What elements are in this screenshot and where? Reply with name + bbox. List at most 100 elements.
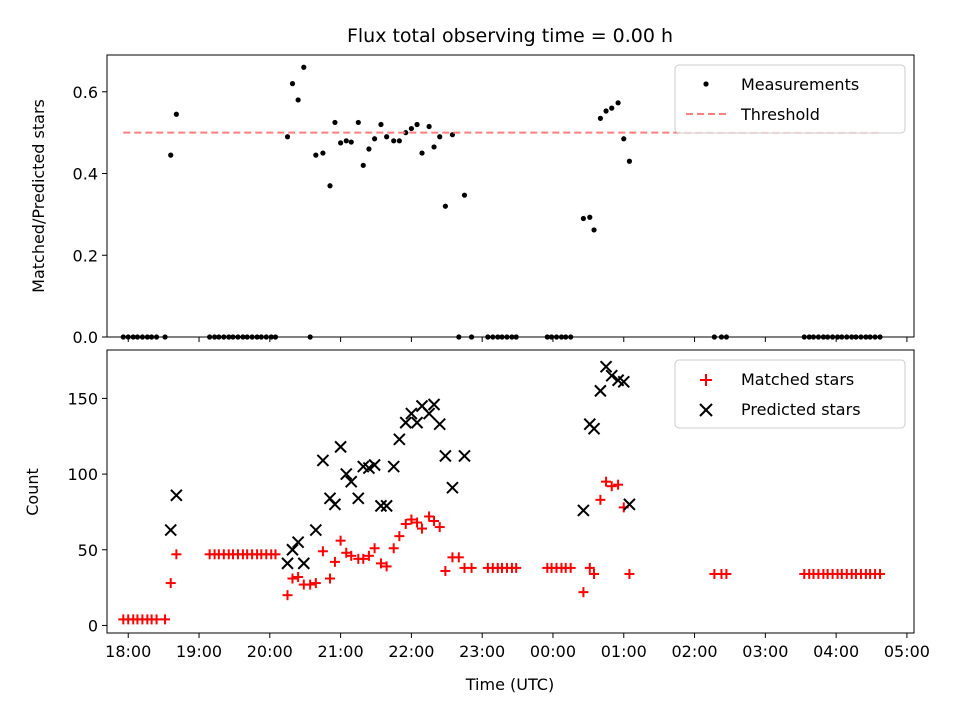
matched-stars-point	[584, 562, 595, 573]
predicted-stars-point	[309, 523, 323, 537]
measurement-point	[355, 119, 361, 126]
measurement-point	[615, 100, 621, 106]
legend-measurements-marker	[703, 81, 709, 87]
predicted-stars-point	[380, 499, 393, 513]
matched-stars-point	[613, 479, 624, 490]
predicted-stars-point	[352, 492, 365, 505]
matched-stars-point	[369, 543, 380, 554]
matched-stars-point	[624, 568, 635, 579]
measurement-point	[626, 158, 633, 164]
predicted-stars-point	[399, 416, 412, 429]
matched-stars-point	[601, 476, 612, 487]
matched-stars-point	[434, 522, 445, 533]
measurement-point	[366, 146, 372, 152]
top-x-ticks	[127, 337, 908, 342]
bottom-y-axis-label: Count	[23, 468, 42, 516]
matched-stars-point	[429, 516, 440, 527]
top-subplot: Flux total observing time = 0.00 h 0.00.…	[29, 25, 915, 347]
predicted-stars-point	[291, 535, 305, 549]
top-chart-title: Flux total observing time = 0.00 h	[347, 25, 673, 47]
x-tick-label: 19:00	[176, 642, 222, 661]
y-tick-label: 0	[88, 616, 98, 635]
matched-stars-point	[606, 481, 617, 492]
measurement-point	[320, 150, 326, 156]
measurement-point	[173, 111, 179, 117]
matched-stars-point	[440, 565, 451, 576]
measurement-point	[343, 138, 349, 144]
top-legend-frame	[674, 64, 906, 134]
predicted-stars-point	[599, 360, 613, 373]
measurement-point	[301, 64, 307, 70]
matched-stars-point	[317, 546, 328, 557]
matched-stars-point	[363, 550, 374, 561]
measurement-point	[580, 215, 587, 222]
matched-stars-point	[381, 561, 392, 572]
matched-stars-point	[324, 573, 335, 584]
matched-stars-point	[160, 614, 171, 625]
matched-stars-point	[335, 535, 346, 546]
predicted-stars-point	[433, 417, 446, 431]
measurement-point	[414, 121, 420, 128]
measurement-point	[408, 125, 414, 132]
measurement-point	[461, 192, 468, 198]
legend-matched-marker	[700, 374, 712, 386]
predicted-stars-point	[387, 460, 400, 473]
top-y-ticks: 0.0 0.2 0.4 0.6	[73, 83, 107, 347]
measurement-point	[591, 227, 597, 233]
x-tick-label: 05:00	[884, 642, 930, 661]
matched-stars-point	[310, 578, 321, 589]
predicted-stars-point	[334, 440, 347, 454]
predicted-stars-point	[446, 481, 459, 494]
measurement-point	[403, 130, 409, 136]
matched-stars-point	[466, 562, 477, 573]
matched-stars-point	[406, 514, 417, 525]
bottom-subplot: 18:00 19:00 20:00 21:00 22:00 23:00 00:00 01:00…	[23, 349, 930, 694]
predicted-stars-point	[297, 557, 311, 570]
predicted-stars-point	[617, 375, 630, 388]
x-tick-label: 21:00	[318, 642, 364, 661]
measurement-point	[384, 134, 390, 140]
measurement-point	[396, 138, 402, 144]
predicted-stars-point	[410, 416, 424, 429]
measurement-point	[378, 121, 384, 128]
bottom-data-marks	[118, 360, 886, 625]
measurement-point	[437, 134, 443, 140]
matched-stars-point	[565, 562, 576, 573]
matched-stars-point	[293, 572, 304, 583]
predicted-stars-point	[164, 523, 177, 537]
matched-stars-point	[151, 614, 162, 625]
legend-measurements-label: Measurements	[741, 75, 859, 94]
predicted-stars-point	[368, 458, 381, 472]
matched-stars-point	[875, 568, 886, 579]
y-tick-label: 0.6	[73, 83, 98, 102]
x-tick-label: 03:00	[742, 642, 788, 661]
matched-stars-point	[329, 556, 340, 567]
measurement-point	[289, 81, 296, 87]
measurement-point	[332, 119, 338, 126]
bottom-axes-frame	[106, 349, 915, 634]
matched-stars-point	[453, 552, 464, 563]
measurement-point	[621, 136, 627, 142]
predicted-stars-point	[427, 398, 441, 411]
legend-matched-label: Matched stars	[741, 370, 854, 389]
predicted-stars-point	[439, 449, 452, 463]
measurement-point	[419, 150, 425, 156]
measurement-point	[313, 152, 319, 158]
top-y-axis-label: Matched/Predicted stars	[29, 99, 48, 293]
matched-stars-point	[595, 494, 606, 505]
measurement-point	[431, 144, 437, 150]
measurement-point	[295, 97, 301, 103]
predicted-stars-point	[594, 384, 607, 398]
measurement-point	[603, 108, 609, 114]
predicted-stars-point	[374, 499, 388, 513]
x-tick-label: 00:00	[530, 642, 576, 661]
measurement-point	[609, 105, 615, 111]
x-tick-label: 18:00	[105, 642, 151, 661]
matched-stars-point	[424, 511, 435, 522]
legend-predicted-label: Predicted stars	[741, 400, 861, 419]
y-tick-label: 0.2	[73, 246, 98, 265]
matched-stars-point	[305, 579, 316, 590]
predicted-stars-point	[422, 407, 436, 420]
measurement-point	[284, 134, 291, 140]
